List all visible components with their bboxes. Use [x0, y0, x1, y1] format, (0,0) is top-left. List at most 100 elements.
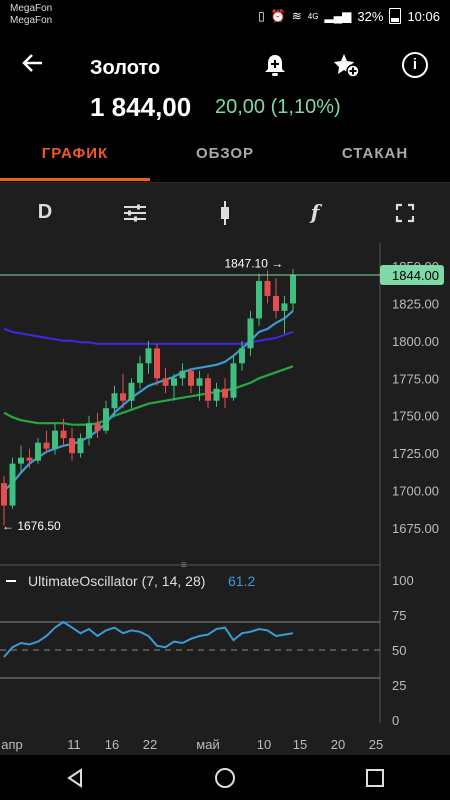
y-tick-label: 1800.00: [392, 334, 439, 349]
candle-body: [273, 295, 279, 311]
candle-body: [205, 378, 211, 401]
oscillator-line: [3, 620, 294, 658]
candle-body: [171, 378, 177, 386]
panel-resize-handle: ≡: [181, 560, 187, 571]
high-price-annotation: 1847.10 →: [225, 256, 284, 270]
indicators-function-button[interactable]: f: [310, 200, 320, 224]
x-tick-label: 11: [67, 737, 81, 752]
tab-chart[interactable]: ГРАФИК: [41, 145, 109, 162]
vibrate-icon: ▯: [258, 9, 265, 23]
home-circle-icon[interactable]: [205, 758, 245, 798]
candle-body: [162, 378, 169, 386]
x-tick-label: 15: [293, 737, 307, 752]
price-chart[interactable]: 1850.001825.001800.001775.001750.001725.…: [0, 243, 450, 730]
back-triangle-icon[interactable]: [55, 758, 95, 798]
status-bar: MegaFon MegaFon ▯ ⏰ ≋ 4G ▂▄▆ 32% 10:06: [0, 0, 450, 32]
candle-body: [9, 463, 16, 506]
candle-body: [213, 388, 220, 401]
back-arrow-icon[interactable]: [20, 50, 52, 82]
candle-body: [52, 430, 58, 449]
x-tick-label: 10: [257, 737, 271, 752]
x-tick-label: апр: [1, 737, 23, 752]
x-tick-label: май: [196, 737, 219, 752]
candle-body: [154, 348, 160, 379]
x-tick-label: 16: [105, 737, 119, 752]
candle-body: [188, 370, 194, 386]
price-change: 20,00 (1,10%): [215, 96, 341, 118]
battery-percent: 32%: [357, 8, 384, 24]
battery-icon: [389, 8, 402, 24]
candle-body: [281, 303, 288, 311]
y-tick-label: 1750.00: [392, 409, 439, 424]
ma-short-line: [3, 310, 294, 492]
tab-orderbook[interactable]: СТАКАН: [341, 145, 409, 162]
candle-body: [94, 423, 101, 431]
network-type-icon: 4G: [307, 11, 319, 21]
interval-button[interactable]: D: [37, 201, 53, 223]
tab-bar: ГРАФИК ОБЗОР СТАКАН: [0, 138, 450, 182]
candle-body: [230, 363, 237, 398]
carrier-1: MegaFon: [10, 3, 53, 14]
fullscreen-icon[interactable]: [360, 183, 450, 243]
y-tick-label: 1775.00: [392, 371, 439, 386]
candle-body: [264, 280, 271, 296]
candle-body: [179, 370, 186, 379]
osc-tick-label: 100: [392, 573, 414, 588]
candle-body: [18, 457, 24, 464]
sliders-icon[interactable]: [90, 183, 180, 243]
tab-overview[interactable]: ОБЗОР: [195, 145, 255, 162]
recent-square-icon[interactable]: [355, 758, 395, 798]
wifi-icon: ≋: [291, 9, 302, 23]
osc-title: UltimateOscillator (7, 14, 28): [28, 573, 205, 589]
candle-body: [256, 280, 262, 319]
candle-body: [43, 442, 50, 449]
candle-body: [77, 438, 84, 454]
candle-body: [120, 393, 126, 401]
candle-body: [86, 423, 92, 439]
candle-body: [26, 457, 33, 461]
candle-body: [290, 274, 296, 304]
signal-icon: ▂▄▆: [324, 9, 352, 23]
osc-tick-label: 25: [392, 678, 406, 693]
instrument-title: Золото: [90, 57, 161, 79]
info-icon[interactable]: i: [402, 52, 428, 78]
candle-body: [222, 388, 228, 398]
candle-body: [137, 363, 143, 383]
y-tick-label: 1825.00: [392, 296, 439, 311]
app-bar: Золото i 1 844,00 20,00 (1,10%) ГРАФИК О…: [0, 32, 450, 182]
chart-area[interactable]: 1850.001825.001800.001775.001750.001725.…: [0, 243, 450, 730]
candle-body: [239, 348, 245, 364]
add-alert-bell-icon[interactable]: [262, 52, 288, 84]
current-price: 1 844,00: [90, 92, 192, 122]
y-tick-label: 1725.00: [392, 446, 439, 461]
ma-mid-line: [3, 365, 294, 426]
low-price-annotation: ← 1676.50: [2, 519, 61, 533]
current-price-badge: [380, 264, 444, 285]
osc-tick-label: 75: [392, 608, 406, 623]
x-tick-label: 22: [143, 737, 157, 752]
osc-tick-label: 50: [392, 643, 406, 658]
x-tick-label: 20: [331, 737, 345, 752]
alarm-icon: ⏰: [270, 9, 286, 23]
candle-body: [103, 408, 109, 431]
date-axis: апр 11 16 22 май 10 15 20 25: [0, 730, 450, 755]
candle-body: [1, 483, 7, 506]
x-tick-label: 25: [369, 737, 383, 752]
candle-body: [247, 318, 254, 349]
status-icons: ▯ ⏰ ≋ 4G ▂▄▆ 32% 10:06: [258, 8, 440, 24]
add-favorite-star-icon[interactable]: [332, 52, 360, 84]
carrier-labels: MegaFon MegaFon: [10, 3, 52, 27]
clock: 10:06: [407, 8, 440, 24]
y-tick-label: 1700.00: [392, 484, 439, 499]
y-tick-label: 1675.00: [392, 521, 439, 536]
active-tab-indicator: [0, 178, 150, 181]
system-nav-bar: [0, 755, 450, 800]
current-price-label: 1844.00: [392, 268, 439, 283]
candle-body: [35, 442, 41, 461]
candle-body: [145, 348, 152, 364]
chart-toolbar: D f: [0, 182, 450, 244]
candlestick-icon[interactable]: [180, 183, 270, 243]
osc-current-value: 61.2: [228, 573, 255, 589]
carrier-2: MegaFon: [10, 15, 53, 26]
candle-body: [111, 393, 118, 409]
